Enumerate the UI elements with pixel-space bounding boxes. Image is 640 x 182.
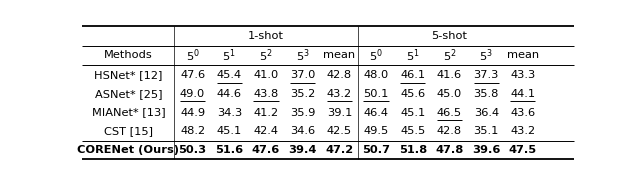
- Text: 42.4: 42.4: [253, 126, 278, 136]
- Text: $5^3$: $5^3$: [296, 47, 310, 64]
- Text: 47.5: 47.5: [509, 145, 537, 155]
- Text: 44.9: 44.9: [180, 108, 205, 118]
- Text: 35.1: 35.1: [474, 126, 499, 136]
- Text: 51.8: 51.8: [399, 145, 427, 155]
- Text: 37.3: 37.3: [474, 70, 499, 80]
- Text: 45.5: 45.5: [400, 126, 426, 136]
- Text: 39.4: 39.4: [289, 145, 317, 155]
- Text: 44.1: 44.1: [510, 89, 536, 99]
- Text: 36.4: 36.4: [474, 108, 499, 118]
- Text: 50.7: 50.7: [362, 145, 390, 155]
- Text: 42.5: 42.5: [327, 126, 352, 136]
- Text: 48.2: 48.2: [180, 126, 205, 136]
- Text: MIANet* [13]: MIANet* [13]: [92, 108, 165, 118]
- Text: 51.6: 51.6: [215, 145, 243, 155]
- Text: $5^2$: $5^2$: [443, 47, 456, 64]
- Text: 45.1: 45.1: [217, 126, 242, 136]
- Text: 47.6: 47.6: [180, 70, 205, 80]
- Text: 46.4: 46.4: [364, 108, 388, 118]
- Text: 45.0: 45.0: [437, 89, 462, 99]
- Text: 39.6: 39.6: [472, 145, 500, 155]
- Text: 34.6: 34.6: [290, 126, 316, 136]
- Text: mean: mean: [507, 50, 539, 60]
- Text: 49.5: 49.5: [364, 126, 388, 136]
- Text: 41.2: 41.2: [253, 108, 278, 118]
- Text: 41.0: 41.0: [253, 70, 278, 80]
- Text: 43.3: 43.3: [510, 70, 536, 80]
- Text: 35.2: 35.2: [290, 89, 316, 99]
- Text: 42.8: 42.8: [327, 70, 352, 80]
- Text: 46.5: 46.5: [437, 108, 462, 118]
- Text: 46.1: 46.1: [400, 70, 426, 80]
- Text: 43.2: 43.2: [327, 89, 352, 99]
- Text: CST [15]: CST [15]: [104, 126, 153, 136]
- Text: $5^3$: $5^3$: [479, 47, 493, 64]
- Text: HSNet* [12]: HSNet* [12]: [94, 70, 163, 80]
- Text: 45.4: 45.4: [217, 70, 242, 80]
- Text: 47.8: 47.8: [435, 145, 463, 155]
- Text: mean: mean: [323, 50, 355, 60]
- Text: ASNet* [25]: ASNet* [25]: [95, 89, 162, 99]
- Text: $5^1$: $5^1$: [223, 47, 236, 64]
- Text: 34.3: 34.3: [217, 108, 242, 118]
- Text: 50.1: 50.1: [364, 89, 388, 99]
- Text: 37.0: 37.0: [290, 70, 316, 80]
- Text: 49.0: 49.0: [180, 89, 205, 99]
- Text: $5^2$: $5^2$: [259, 47, 273, 64]
- Text: Methods: Methods: [104, 50, 153, 60]
- Text: 47.2: 47.2: [325, 145, 353, 155]
- Text: 50.3: 50.3: [179, 145, 207, 155]
- Text: $5^1$: $5^1$: [406, 47, 420, 64]
- Text: 1-shot: 1-shot: [248, 31, 284, 41]
- Text: 39.1: 39.1: [327, 108, 352, 118]
- Text: 45.1: 45.1: [400, 108, 426, 118]
- Text: 44.6: 44.6: [217, 89, 242, 99]
- Text: CORENet (Ours): CORENet (Ours): [77, 145, 179, 155]
- Text: 5-shot: 5-shot: [431, 31, 467, 41]
- Text: $5^0$: $5^0$: [369, 47, 383, 64]
- Text: 43.2: 43.2: [510, 126, 536, 136]
- Text: 43.8: 43.8: [253, 89, 278, 99]
- Text: 43.6: 43.6: [510, 108, 536, 118]
- Text: 41.6: 41.6: [437, 70, 462, 80]
- Text: $5^0$: $5^0$: [186, 47, 200, 64]
- Text: 35.8: 35.8: [474, 89, 499, 99]
- Text: 42.8: 42.8: [437, 126, 462, 136]
- Text: 47.6: 47.6: [252, 145, 280, 155]
- Text: 35.9: 35.9: [290, 108, 316, 118]
- Text: 45.6: 45.6: [400, 89, 426, 99]
- Text: 48.0: 48.0: [364, 70, 388, 80]
